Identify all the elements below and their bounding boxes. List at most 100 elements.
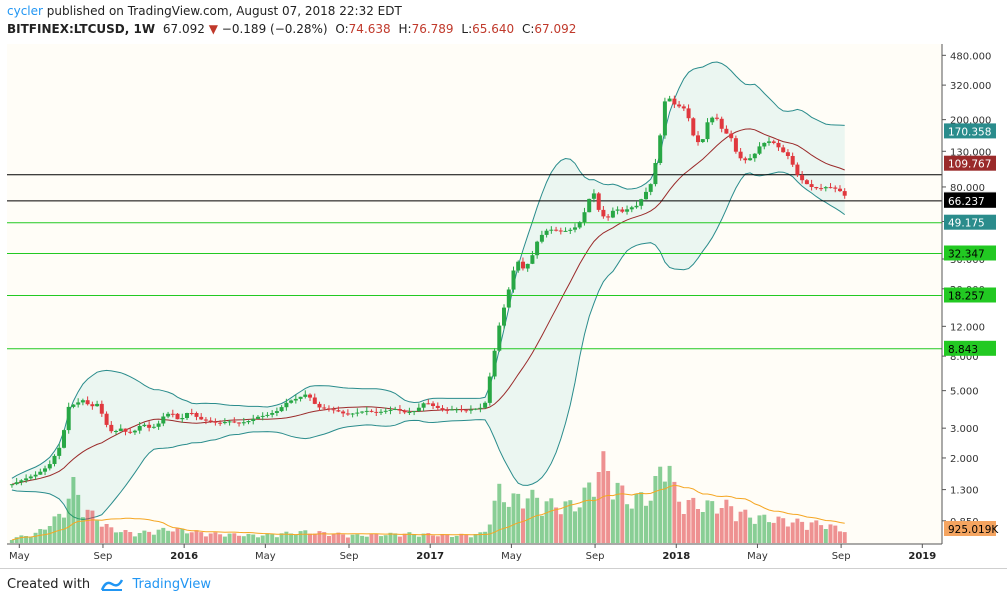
bollinger-upper-line	[11, 61, 845, 479]
price-tick-label: 30.000	[950, 255, 985, 266]
volume-bar	[213, 532, 218, 543]
volume-bar	[823, 529, 828, 543]
price-label-text: 18.257	[948, 291, 985, 303]
candle-body	[237, 422, 241, 424]
price-chart[interactable]: 480.000320.000200.000130.00080.00050.000…	[0, 0, 1007, 568]
time-tick-label: 2019	[908, 551, 936, 562]
volume-bar	[218, 534, 223, 543]
volume-bar	[525, 498, 530, 543]
candle-body	[610, 210, 615, 218]
candle-body	[208, 420, 213, 422]
volume-bar	[317, 531, 322, 543]
volume-bar	[819, 525, 824, 543]
volume-bar	[284, 531, 289, 543]
candle-body	[838, 188, 842, 192]
price-label-box	[944, 245, 996, 261]
volume-bar	[85, 509, 90, 543]
volume-bar	[757, 515, 762, 543]
price-labels: 170.358109.76767.09266.23749.17532.34718…	[944, 123, 999, 536]
volume-bar	[521, 508, 525, 543]
volume-bar	[573, 511, 577, 543]
candle-body	[350, 413, 355, 415]
candle-body	[62, 430, 66, 448]
volume-bar	[293, 535, 298, 543]
candle-body	[170, 413, 175, 415]
candle-body	[521, 261, 525, 269]
candle-body	[625, 209, 630, 212]
volume-bar	[814, 520, 819, 543]
candle-body	[719, 118, 724, 129]
volume-bar	[57, 513, 62, 543]
candle-body	[591, 193, 596, 199]
candle-body	[147, 424, 152, 428]
candle-body	[724, 128, 729, 134]
volume-bar	[412, 534, 417, 543]
candle-body	[284, 402, 289, 408]
candle-body	[478, 407, 483, 409]
candle-body	[360, 411, 365, 413]
volume-bar	[71, 477, 76, 543]
volume-bar	[355, 534, 360, 543]
volume-bar	[615, 482, 620, 543]
volume-bar	[407, 532, 412, 543]
candle-body	[804, 180, 809, 185]
volume-bar	[459, 533, 464, 543]
volume-bar	[511, 493, 516, 543]
low-value: 65.640	[472, 22, 515, 36]
volume-bar	[776, 516, 781, 543]
volume-bar	[516, 493, 521, 543]
candle-body	[492, 350, 497, 377]
volume-bar	[497, 483, 502, 543]
candle-body	[762, 142, 767, 147]
price-tick-label: 200.000	[950, 116, 991, 127]
close-label: C:	[521, 22, 535, 36]
volume-bar	[634, 493, 639, 543]
bollinger-fill	[11, 62, 845, 520]
volume-bar	[445, 534, 450, 543]
volume-bar	[33, 532, 38, 543]
volume-bar	[369, 533, 374, 543]
high-label: H:	[398, 22, 412, 36]
time-tick-label: 2016	[170, 551, 198, 562]
candle-body	[681, 106, 686, 109]
symbol-label[interactable]: BITFINEX:LTCUSD, 1W	[7, 22, 156, 36]
volume-bar	[544, 501, 549, 543]
volume-bar	[478, 532, 483, 543]
volume-bar	[132, 536, 137, 543]
candle-body	[19, 480, 24, 483]
volume-bar	[677, 501, 682, 543]
candle-body	[28, 476, 33, 479]
candle-body	[128, 431, 133, 433]
time-axis[interactable]: May Sep 2016 May Sep 2017 May Sep 2018 May Sep 2019	[7, 543, 942, 562]
candle-body	[431, 403, 435, 406]
volume-bar	[468, 537, 473, 543]
author-link[interactable]: cycler	[7, 4, 43, 18]
volume-bar	[345, 537, 350, 543]
volume-bar	[724, 499, 729, 543]
candle-body	[43, 468, 47, 472]
candle-body	[790, 156, 795, 165]
candle-body	[203, 419, 208, 421]
candle-body	[506, 289, 511, 308]
volume-bar	[251, 534, 256, 543]
candle-body	[123, 428, 128, 432]
volume-bar	[530, 489, 535, 543]
volume-bar	[686, 500, 691, 543]
tradingview-link[interactable]: TradingView	[132, 577, 211, 592]
volume-bar	[24, 536, 29, 543]
volume-bar	[610, 499, 615, 543]
candle-body	[426, 403, 431, 405]
volume-bar	[52, 516, 57, 543]
candle-body	[771, 141, 776, 143]
candle-body	[379, 411, 383, 413]
volume-bar	[322, 532, 327, 543]
candle-body	[686, 108, 691, 119]
volume-bar	[350, 534, 355, 543]
volume-bar	[246, 534, 251, 543]
time-tick-label: Sep	[94, 551, 113, 562]
volume-bar	[118, 532, 123, 543]
volume-bar	[43, 529, 47, 543]
candle-body	[639, 199, 644, 206]
candle-body	[85, 400, 90, 405]
volume-bar	[549, 498, 554, 543]
